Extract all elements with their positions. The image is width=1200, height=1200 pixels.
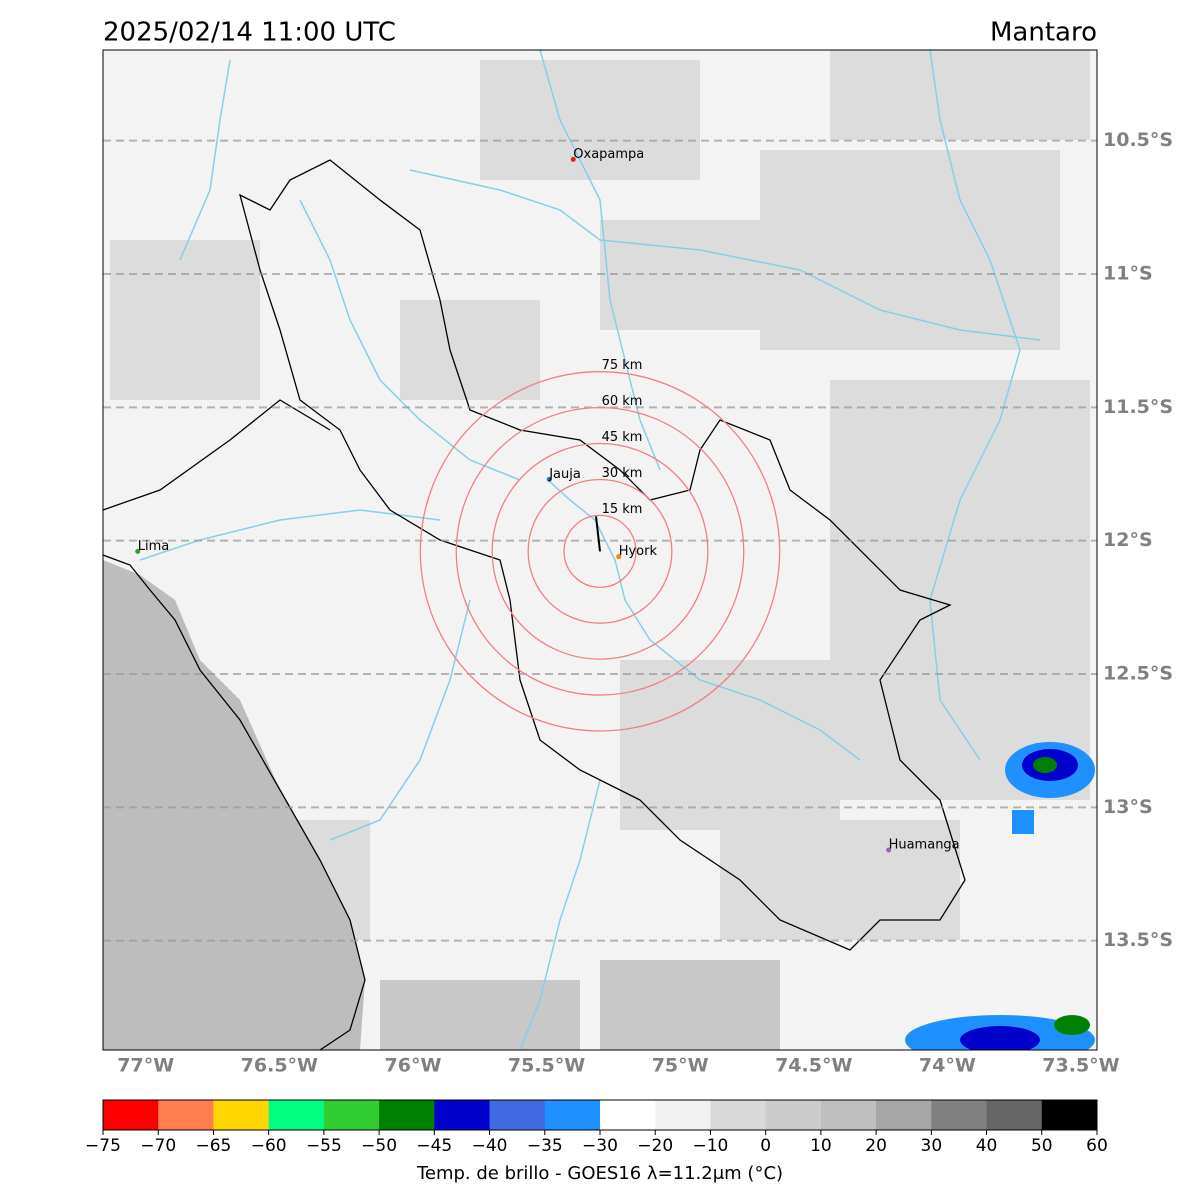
- range-ring: [491, 442, 709, 660]
- colorbar-segment: [876, 1100, 932, 1130]
- colorbar-segment: [268, 1100, 325, 1130]
- colorbar-segment: [710, 1100, 767, 1130]
- lat-label: 12.5°S: [1103, 663, 1173, 685]
- colorbar-segment: [655, 1100, 711, 1130]
- colorbar-segment: [820, 1100, 877, 1130]
- map-area: [103, 50, 1097, 1050]
- colorbar-tick-label: −60: [251, 1136, 287, 1156]
- lat-label: 11.5°S: [1103, 396, 1173, 418]
- colorbar-segment: [213, 1100, 270, 1130]
- ring-label: 75 km: [602, 358, 643, 373]
- city-marker: [135, 548, 141, 554]
- colorbar-segment: [986, 1100, 1043, 1130]
- colorbar-segment: [1041, 1100, 1098, 1130]
- colorbar-tick-label: −10: [692, 1136, 728, 1156]
- lon-label: 74.5°W: [775, 1055, 852, 1077]
- colorbar-segment: [600, 1100, 656, 1130]
- colorbar-segment: [544, 1100, 601, 1130]
- lat-label: 10.5°S: [1103, 129, 1173, 151]
- city-label: Oxapampa: [573, 147, 644, 162]
- lon-label: 76.5°W: [241, 1055, 318, 1077]
- colorbar-segment: [765, 1100, 822, 1130]
- region: Mantaro: [990, 18, 1097, 48]
- colorbar-tick-label: −45: [416, 1136, 452, 1156]
- ring-label: 30 km: [602, 466, 643, 481]
- lat-label: 13.5°S: [1103, 929, 1173, 951]
- colorbar-segment: [323, 1100, 380, 1130]
- city-marker: [886, 847, 892, 853]
- lon-label: 76°W: [385, 1055, 442, 1077]
- colorbar-tick-label: −20: [637, 1136, 673, 1156]
- colorbar-tick-label: 10: [810, 1136, 832, 1156]
- cloud-texture: [110, 50, 1090, 940]
- colorbar-tick-label: 40: [976, 1136, 998, 1156]
- lon-label: 75.5°W: [508, 1055, 585, 1077]
- lat-label: 11°S: [1103, 263, 1153, 285]
- lat-label: 13°S: [1103, 796, 1153, 818]
- city-label: Huamanga: [889, 838, 960, 853]
- colorbar-tick-label: 0: [760, 1136, 771, 1156]
- city-marker: [616, 554, 622, 560]
- city-label: Hyork: [619, 544, 658, 559]
- city-marker: [546, 476, 552, 482]
- colorbar-segment: [931, 1100, 988, 1130]
- lon-label: 74°W: [919, 1055, 976, 1077]
- ring-label: 60 km: [602, 394, 643, 409]
- colorbar-segment: [379, 1100, 435, 1130]
- city-label: Lima: [138, 539, 169, 554]
- boundaries: [103, 159, 966, 1050]
- colorbar-tick-label: 50: [1031, 1136, 1053, 1156]
- map-frame: [102, 49, 1098, 1051]
- lon-label: 75°W: [652, 1055, 709, 1077]
- colorbar-tick-label: −50: [361, 1136, 397, 1156]
- colorbar-segment: [158, 1100, 214, 1130]
- range-ring: [527, 478, 673, 624]
- colorbar-segment: [103, 1100, 159, 1130]
- colorbar-segment: [434, 1100, 491, 1130]
- colorbar-tick-label: −40: [472, 1136, 508, 1156]
- range-ring: [455, 406, 745, 696]
- coastal-haze: [103, 560, 365, 1050]
- azimuth-line: [595, 516, 601, 552]
- rivers: [139, 50, 1041, 1050]
- range-ring: [563, 514, 637, 588]
- colorbar-label: Temp. de brillo - GOES16 λ=11.2μm (°C): [416, 1163, 783, 1184]
- colorbar-tick-label: −75: [85, 1136, 121, 1156]
- colorbar-tick-label: 60: [1086, 1136, 1108, 1156]
- colorbar-tick-label: −35: [527, 1136, 563, 1156]
- colorbar-tick-label: −70: [140, 1136, 176, 1156]
- colorbar-tick-label: −30: [582, 1136, 618, 1156]
- range-ring: [419, 371, 781, 732]
- colorbar-tick-label: −55: [306, 1136, 342, 1156]
- lat-label: 12°S: [1103, 529, 1153, 551]
- lon-label: 77°W: [117, 1055, 174, 1077]
- city-label: Jauja: [548, 467, 581, 482]
- ring-label: 15 km: [602, 502, 643, 517]
- lon-label: 73.5°W: [1042, 1055, 1119, 1077]
- colorbar-segment: [489, 1100, 546, 1130]
- ring-label: 45 km: [602, 430, 643, 445]
- colorbar-tick-label: 20: [865, 1136, 887, 1156]
- title: 2025/02/14 11:00 UTC: [103, 18, 396, 48]
- city-marker: [570, 156, 576, 162]
- colorbar-tick-label: −65: [195, 1136, 231, 1156]
- convective-cells: [905, 742, 1095, 1050]
- cloud-texture: [380, 960, 780, 1050]
- colorbar-tick-label: 30: [921, 1136, 943, 1156]
